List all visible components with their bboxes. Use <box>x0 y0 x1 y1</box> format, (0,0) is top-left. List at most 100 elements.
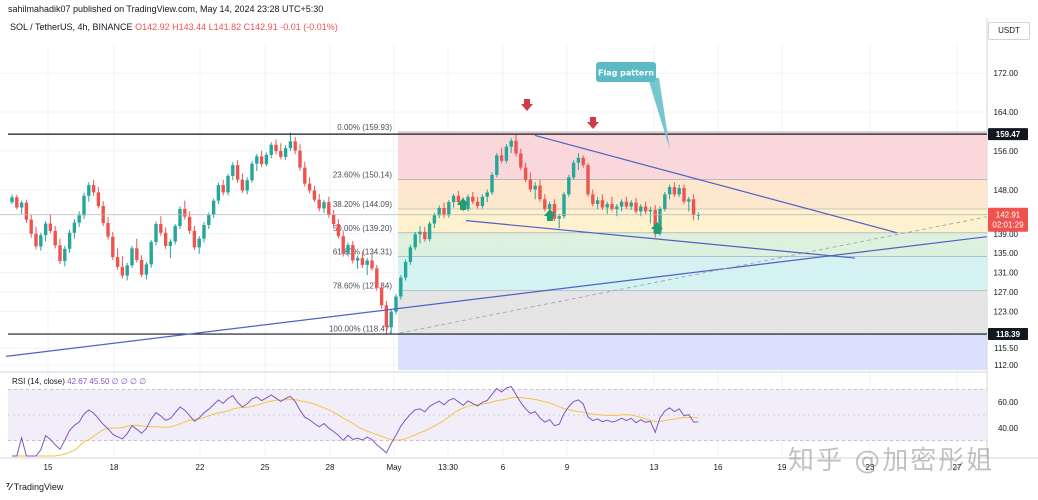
candle-body <box>427 223 432 240</box>
rsi-legend[interactable]: RSI (14, close) 42.67 45.50 ∅ ∅ ∅ ∅ <box>12 377 146 386</box>
candle-body <box>399 277 403 297</box>
candle-body <box>619 201 624 207</box>
candle-body <box>111 236 115 258</box>
flag-upper-line[interactable] <box>534 134 898 234</box>
flag-lower-line[interactable] <box>465 220 856 259</box>
candle-body <box>139 260 144 275</box>
rsi-tick-label: 60.00 <box>998 398 1019 407</box>
time-axis[interactable]: 15 18 22 25 28 May 13:30 6 9 13 16 19 23 27 <box>44 463 962 472</box>
candle-body <box>125 265 129 276</box>
candle-body <box>178 208 182 226</box>
candle-body <box>322 202 326 209</box>
support-tag <box>988 328 1028 341</box>
flag-pattern-callout[interactable]: Flag pattern <box>596 62 670 150</box>
fib-band <box>398 232 987 257</box>
candle-body <box>547 204 552 209</box>
callout-pointer <box>648 78 670 150</box>
candle-body <box>543 199 547 209</box>
arrow-up-icon <box>457 198 469 210</box>
candle-body <box>144 264 149 275</box>
candle-body <box>269 144 273 155</box>
candle-body <box>283 148 288 157</box>
candle-body <box>183 208 187 217</box>
fib-level-label: 78.60% (127.34) <box>333 281 392 290</box>
candle-body <box>255 156 259 164</box>
candle-body <box>423 231 427 240</box>
price-tick-label: 115.50 <box>994 344 1018 353</box>
fib-level-label: 38.20% (144.09) <box>333 200 392 209</box>
candle-body <box>298 150 302 168</box>
candle-body <box>682 188 686 202</box>
rsi-label[interactable]: RSI (14, close) <box>12 377 65 386</box>
candle-body <box>351 244 355 261</box>
candle-body <box>432 215 437 224</box>
candle-body <box>576 157 581 163</box>
last-price-label: 142.91 <box>996 211 1021 220</box>
candle-body <box>696 214 701 216</box>
long-trend-line[interactable] <box>5 236 987 357</box>
time-tick-label: 9 <box>565 463 570 472</box>
candlestick-series <box>10 132 701 334</box>
currency-button[interactable]: USDT <box>988 22 1030 40</box>
candle-body <box>667 187 672 195</box>
rsi-tick-label: 40.00 <box>998 424 1019 433</box>
candle-body <box>442 207 446 216</box>
candle-body <box>615 206 619 209</box>
candle-body <box>475 201 480 207</box>
candle-body <box>279 151 283 157</box>
brand-label: TradingView <box>13 482 64 492</box>
candle-body <box>274 144 278 152</box>
candle-body <box>77 215 81 223</box>
time-tick-label: 18 <box>110 463 119 472</box>
candle-body <box>567 177 571 195</box>
fibonacci-retracement[interactable]: 0.00% (159.93) 23.60% (150.14) 38.20% (144… <box>329 123 987 370</box>
candle-body <box>365 260 369 265</box>
candle-body <box>437 207 441 216</box>
fib-band <box>398 131 987 180</box>
candle-body <box>375 268 379 288</box>
price-tick-label: 148.00 <box>994 186 1019 195</box>
candle-body <box>586 165 590 195</box>
candle-body <box>87 185 91 196</box>
price-tick-label: 112.00 <box>994 361 1018 370</box>
time-tick-label: 15 <box>44 463 53 472</box>
candle-body <box>168 241 173 246</box>
candle-body <box>504 146 509 161</box>
candle-body <box>485 192 489 197</box>
symbol-legend[interactable]: SOL / TetherUS, 4h, BINANCE O142.92 H143… <box>10 22 338 32</box>
candle-body <box>499 155 504 161</box>
candle-body <box>480 196 485 207</box>
candle-body <box>648 209 653 212</box>
candle-body <box>643 206 648 212</box>
candle-body <box>519 153 523 168</box>
candle-body <box>379 287 384 306</box>
countdown-label: 02:01:29 <box>992 221 1024 230</box>
candle-body <box>418 231 422 235</box>
time-tick-label: 6 <box>501 463 506 472</box>
tradingview-brand[interactable]: ⁷⁄ TradingView <box>6 482 63 493</box>
candle-body <box>82 195 86 216</box>
candle-body <box>39 235 43 247</box>
arrow-down-icon <box>587 117 599 129</box>
candle-body <box>24 202 29 220</box>
candle-body <box>447 202 451 216</box>
candle-body <box>634 202 638 212</box>
candle-body <box>48 223 53 231</box>
support-tag-label: 118.39 <box>996 330 1021 339</box>
tradingview-logo-icon: ⁷⁄ <box>6 483 12 493</box>
pivot-markers <box>457 99 663 234</box>
candle-body <box>605 204 609 208</box>
trend-drawings[interactable] <box>0 133 987 357</box>
time-tick-label: May <box>386 463 401 472</box>
symbol-name[interactable]: SOL / TetherUS, 4h, BINANCE <box>10 22 133 32</box>
candle-body <box>600 200 605 208</box>
candle-body <box>149 242 153 265</box>
candle-body <box>346 244 350 254</box>
candle-body <box>403 261 408 278</box>
publish-info: sahilmahadik07 published on TradingView.… <box>8 4 324 14</box>
rsi-pane[interactable]: 60.00 40.00 <box>8 385 1019 457</box>
price-axis[interactable]: 172.00 164.00 156.00 148.00 139.00 135.00 131.… <box>988 69 1028 370</box>
candle-body <box>451 195 456 203</box>
candle-body <box>259 156 264 165</box>
